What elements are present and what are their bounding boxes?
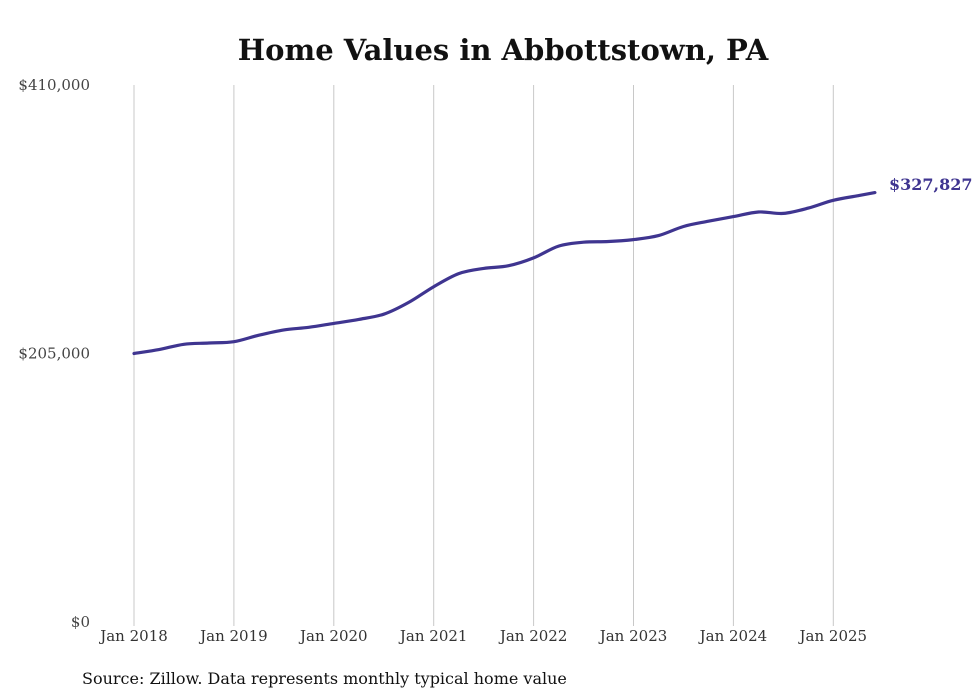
source-note: Source: Zillow. Data represents monthly … [82,669,567,688]
y-tick-label: $0 [71,613,90,631]
x-tick-label: Jan 2025 [798,627,868,645]
end-value-label: $327,827 [889,175,973,194]
y-axis-ticks: $0 $205,000 $410,000 [18,76,90,631]
x-tick-label: Jan 2021 [398,627,468,645]
x-tick-label: Jan 2018 [98,627,168,645]
x-axis-ticks: Jan 2018 Jan 2019 Jan 2020 Jan 2021 Jan 2022… [98,627,867,645]
series-layer [132,191,877,356]
x-tick-label: Jan 2023 [598,627,668,645]
x-tick-label: Jan 2022 [498,627,568,645]
x-tick-label: Jan 2019 [198,627,268,645]
x-tick-label: Jan 2024 [698,627,768,645]
chart-title: Home Values in Abbottstown, PA [238,33,769,67]
y-tick-label: $205,000 [18,345,90,363]
series-line-home-value [132,191,877,356]
y-tick-label: $410,000 [18,76,90,94]
gridlines [133,85,834,626]
x-tick-label: Jan 2020 [298,627,368,645]
